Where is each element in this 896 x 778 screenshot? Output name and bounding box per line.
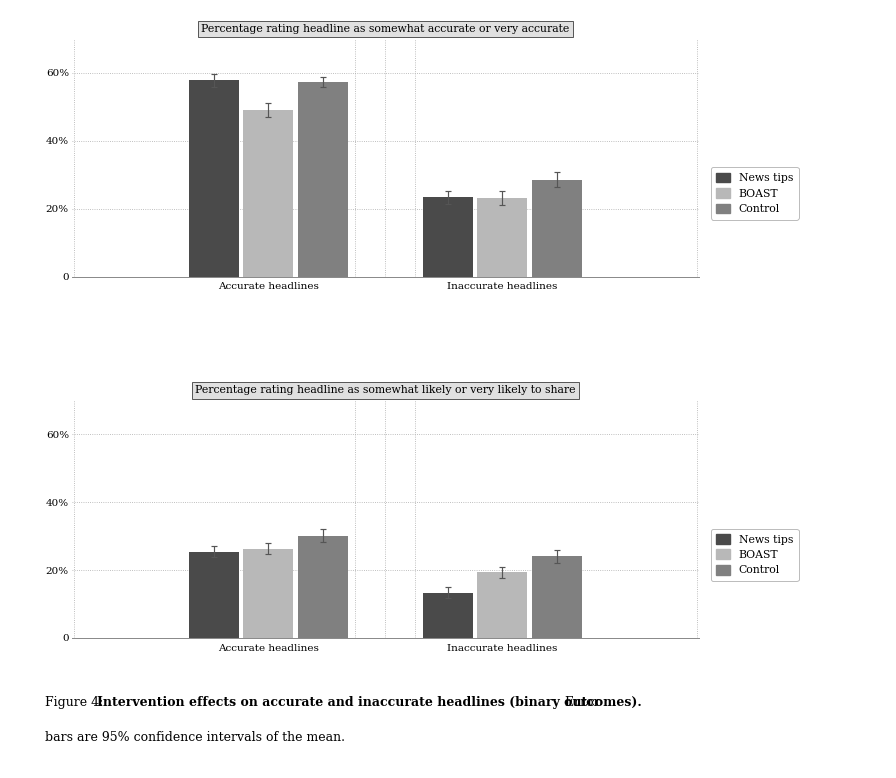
Bar [478,198,528,277]
Text: Intervention effects on accurate and inaccurate headlines (binary outcomes).: Intervention effects on accurate and ina… [97,696,642,710]
Bar [189,80,239,277]
Bar [297,536,348,638]
Bar [297,82,348,277]
Bar [423,198,473,277]
Bar [531,556,582,638]
Legend: News tips, BOAST, Control: News tips, BOAST, Control [711,528,798,581]
Bar [423,593,473,638]
Bar [478,573,528,638]
Bar [243,548,293,638]
Text: Error: Error [561,696,599,710]
Bar [531,180,582,277]
Bar [243,110,293,277]
Title: Percentage rating headline as somewhat likely or very likely to share: Percentage rating headline as somewhat l… [195,385,575,395]
Legend: News tips, BOAST, Control: News tips, BOAST, Control [711,167,798,219]
Text: bars are 95% confidence intervals of the mean.: bars are 95% confidence intervals of the… [45,731,345,745]
Text: Figure 4:: Figure 4: [45,696,107,710]
Bar [189,552,239,638]
Title: Percentage rating headline as somewhat accurate or very accurate: Percentage rating headline as somewhat a… [202,24,569,34]
